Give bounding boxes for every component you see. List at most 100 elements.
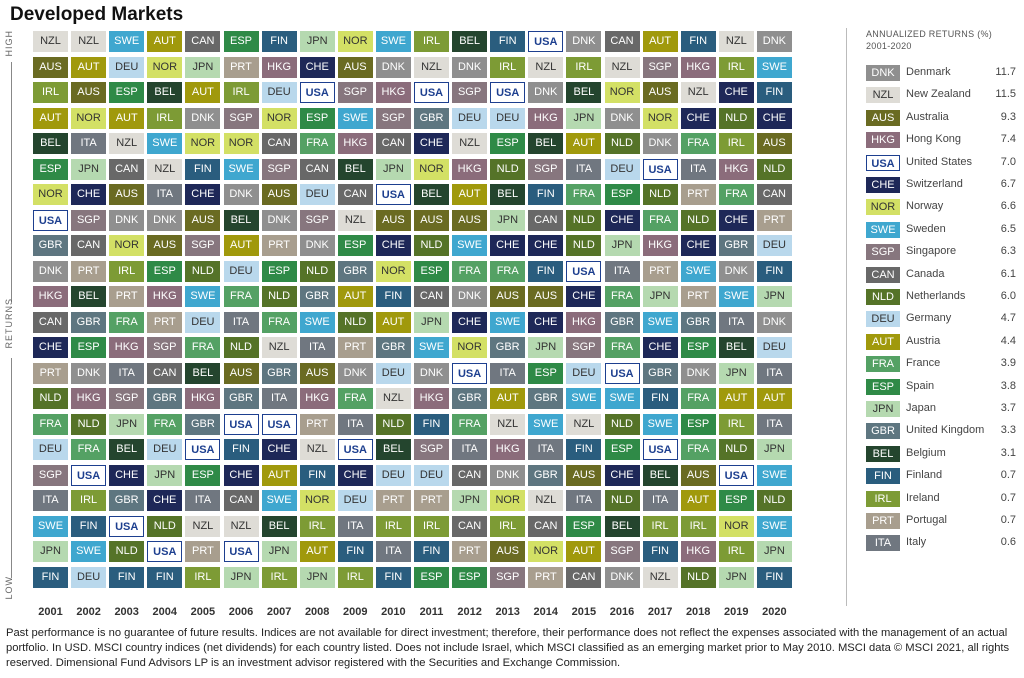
cell-2020-nld: NLD	[756, 490, 792, 511]
cell-2015-fra: FRA	[566, 184, 602, 205]
cell-2005-bel: BEL	[185, 362, 221, 384]
cell-2005-esp: ESP	[185, 464, 221, 486]
cell-2001-hkg: HKG	[33, 286, 68, 307]
cell-2006-esp: ESP	[223, 31, 259, 52]
cell-2005-nor: NOR	[185, 133, 221, 154]
cell-2003-can: CAN	[109, 158, 145, 180]
cell-2007-fin: FIN	[261, 31, 297, 52]
cell-2001-fin: FIN	[33, 566, 68, 588]
legend-code: DNK	[866, 65, 900, 81]
legend-return-value: 6.0	[1000, 290, 1016, 302]
cell-2004-nor: NOR	[147, 56, 183, 78]
cell-2015-nld: NLD	[566, 235, 602, 256]
year-label-2009: 2009	[343, 606, 368, 618]
cell-2020-swe: SWE	[756, 515, 792, 537]
cell-2009-gbr: GBR	[337, 260, 373, 282]
cell-2019-usa: USA	[718, 464, 754, 486]
cell-2019-jpn: JPN	[718, 362, 754, 384]
cell-2002-esp: ESP	[71, 337, 107, 358]
cell-2003-bel: BEL	[109, 439, 145, 460]
cell-2009-fra: FRA	[337, 388, 373, 409]
cell-2019-nld: NLD	[718, 107, 754, 129]
cell-2008-che: CHE	[299, 56, 335, 78]
cell-2017-ita: ITA	[642, 490, 678, 511]
cell-2001-swe: SWE	[33, 515, 68, 537]
cell-2020-fin: FIN	[756, 260, 792, 282]
cell-2006-gbr: GBR	[223, 388, 259, 409]
cell-2003-sgp: SGP	[109, 388, 145, 409]
cell-2019-irl: IRL	[718, 133, 754, 154]
cell-2014-nor: NOR	[528, 541, 564, 562]
cell-2011-esp: ESP	[414, 566, 449, 588]
legend-return-value: 0.7	[1000, 491, 1016, 504]
year-label-2003: 2003	[114, 606, 139, 618]
legend-country-name: Switzerland	[906, 178, 963, 190]
axis-returns-label: RETURNS	[4, 298, 14, 349]
legend-return-value: 0.6	[1000, 536, 1016, 549]
cell-2004-jpn: JPN	[147, 464, 183, 486]
legend-title-line1: ANNUALIZED RETURNS (%)	[866, 29, 993, 39]
cell-2008-can: CAN	[299, 158, 335, 180]
cell-2010-swe: SWE	[375, 31, 411, 52]
cell-2005-dnk: DNK	[185, 107, 221, 129]
cell-2010-ita: ITA	[375, 541, 411, 562]
legend-item-irl: IRL Ireland 0.7	[866, 489, 1016, 507]
cell-2018-aut: AUT	[680, 490, 716, 511]
year-label-2011: 2011	[419, 606, 444, 618]
returns-axis: HIGH RETURNS LOW	[0, 28, 32, 606]
cell-2011-nor: NOR	[414, 158, 449, 180]
cell-2010-che: CHE	[375, 235, 411, 256]
legend-item-prt: PRT Portugal 0.7	[866, 511, 1016, 529]
cell-2019-irl: IRL	[718, 541, 754, 562]
cell-2011-nzl: NZL	[414, 56, 449, 78]
cell-2008-usa: USA	[299, 82, 335, 103]
cell-2013-ita: ITA	[490, 362, 526, 384]
cell-2002-nld: NLD	[71, 413, 107, 435]
legend-code: ITA	[866, 535, 900, 552]
cell-2006-che: CHE	[223, 464, 259, 486]
cell-2009-nor: NOR	[337, 31, 373, 52]
cell-2020-jpn: JPN	[756, 439, 792, 460]
cell-2013-che: CHE	[490, 235, 526, 256]
cell-2012-nor: NOR	[452, 337, 488, 358]
cell-2019-jpn: JPN	[718, 566, 754, 588]
cell-2010-fin: FIN	[375, 286, 411, 307]
cell-2007-ita: ITA	[261, 388, 297, 409]
cell-2002-aus: AUS	[71, 82, 107, 103]
cell-2009-ita: ITA	[337, 413, 373, 435]
cell-2010-dnk: DNK	[375, 56, 411, 78]
legend-return-value: 6.7	[1000, 178, 1016, 190]
cell-2017-nzl: NZL	[642, 566, 678, 588]
cell-2004-aus: AUS	[147, 235, 183, 256]
cell-2005-irl: IRL	[185, 566, 221, 588]
cell-2005-fra: FRA	[185, 337, 221, 358]
legend-code: AUS	[866, 109, 900, 126]
cell-2012-dnk: DNK	[452, 56, 488, 78]
cell-2014-jpn: JPN	[528, 337, 564, 358]
cell-2012-aus: AUS	[452, 209, 488, 231]
cell-2013-aus: AUS	[490, 541, 526, 562]
cell-2002-can: CAN	[71, 235, 107, 256]
cell-2016-fra: FRA	[604, 286, 640, 307]
cell-2018-prt: PRT	[680, 286, 716, 307]
cell-2004-fin: FIN	[147, 566, 183, 588]
year-label-2008: 2008	[304, 606, 330, 618]
cell-2010-fin: FIN	[375, 566, 411, 588]
cell-2010-nor: NOR	[375, 260, 411, 282]
cell-2018-swe: SWE	[680, 260, 716, 282]
cell-2007-swe: SWE	[261, 490, 297, 511]
legend-item-nor: NOR Norway 6.6	[866, 197, 1016, 216]
cell-2017-swe: SWE	[642, 413, 678, 435]
cell-2019-irl: IRL	[718, 413, 754, 435]
cell-2013-nzl: NZL	[490, 413, 526, 435]
cell-2001-deu: DEU	[33, 439, 68, 460]
cell-2015-esp: ESP	[566, 515, 602, 537]
cell-2017-swe: SWE	[642, 311, 678, 333]
cell-2010-deu: DEU	[375, 362, 411, 384]
cell-2010-can: CAN	[375, 133, 411, 154]
cell-2020-dnk: DNK	[756, 311, 792, 333]
cell-2016-deu: DEU	[604, 158, 640, 180]
cell-2005-usa: USA	[185, 439, 221, 460]
cell-2018-nld: NLD	[680, 209, 716, 231]
year-label-2012: 2012	[457, 606, 482, 618]
